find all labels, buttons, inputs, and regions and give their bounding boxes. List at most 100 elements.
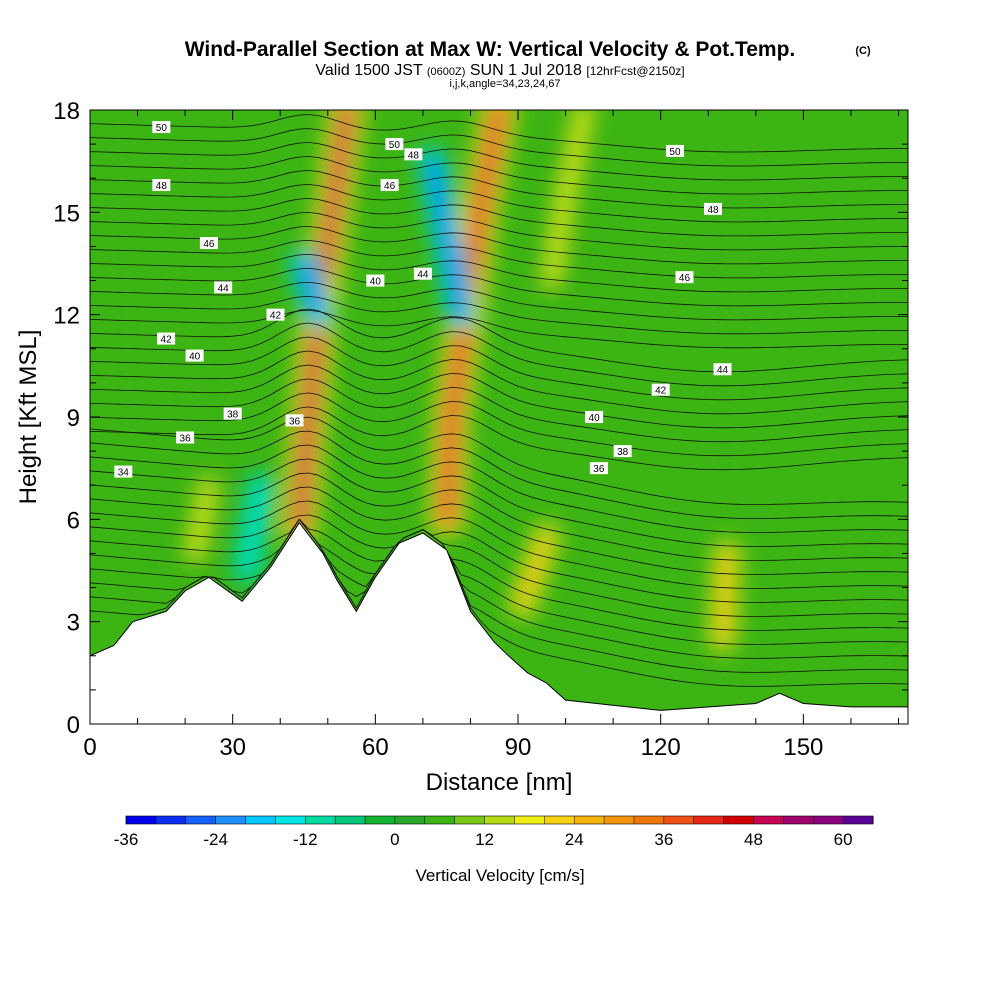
colorbar: -36 -24 -12 0 12 24 36 48 60 [114,815,874,849]
theta-contour [90,322,908,387]
colorbar-swatch [484,816,515,824]
y-tick-label: 6 [67,507,80,534]
theta-contour [90,472,908,561]
theta-contour [90,309,908,349]
svg-text:46: 46 [384,181,396,192]
theta-label-44: 44 [413,267,432,281]
colorbar-tick-label: 0 [390,830,399,849]
theta-contour [90,518,908,631]
subtitle-date: SUN 1 Jul 2018 [470,62,582,79]
svg-text:38: 38 [227,410,239,421]
theta-contour [90,518,908,645]
svg-text:44: 44 [417,270,429,281]
velocity-field [177,110,745,656]
colorbar-swatch [514,816,545,824]
chart-title: Wind-Parallel Section at Max W: Vertical… [185,38,796,61]
svg-text:48: 48 [408,150,420,161]
y-tick-label: 9 [67,405,80,432]
colorbar-swatch [633,816,665,824]
colorbar-label: Vertical Velocity [cm/s] [415,866,584,885]
theta-label-42: 42 [651,383,670,397]
colorbar-tick-label: 24 [565,830,584,849]
theta-contour [90,226,908,265]
svg-text:46: 46 [679,273,691,284]
colorbar-swatch [753,816,784,824]
theta-contour [90,156,908,195]
svg-text:42: 42 [161,335,173,346]
theta-contour [90,295,908,335]
theta-label-44: 44 [713,363,732,376]
svg-text:36: 36 [289,416,301,427]
downdraft-core-1-2 [300,259,323,319]
theta-label-42: 42 [266,308,285,322]
svg-text:40: 40 [589,413,601,424]
theta-contour [90,416,908,506]
theta-label-46: 46 [675,271,694,284]
theta-contour [90,281,908,321]
colorbar-tick-label: 48 [744,830,763,849]
theta-contour [90,514,908,603]
x-tick-label: 90 [505,734,532,761]
chart-subtitle: Valid 1500 JST (0600Z) SUN 1 Jul 2018 [1… [315,62,684,79]
theta-label-48: 48 [152,179,171,192]
theta-label-34: 34 [114,465,133,479]
theta-contour [90,518,908,617]
svg-text:42: 42 [270,311,282,322]
updraft-core-8-3 [719,550,731,642]
theta-label-48: 48 [404,148,423,161]
x-tick-label: 60 [362,734,389,761]
colorbar-swatch [126,816,157,824]
theta-contour [90,114,908,153]
colorbar-swatch [783,816,814,824]
theta-contour [90,308,908,373]
theta-contour [90,198,908,237]
y-axis-label: Height [Kft MSL] [15,330,42,505]
x-tick-label: 0 [83,734,96,761]
y-tick-label: 0 [67,712,80,739]
colorbar-tick-label: -24 [203,830,228,849]
colorbar-swatch [813,816,844,824]
theta-contour [90,458,908,547]
colorbar-swatch [454,816,486,824]
theta-contour [90,378,908,443]
theta-contour [90,170,908,209]
svg-text:42: 42 [655,386,667,397]
theta-label-48: 48 [704,202,723,216]
theta-label-50: 50 [152,121,171,134]
theta-label-38: 38 [613,445,632,458]
theta-contour [90,392,908,457]
colorbar-swatch [693,816,725,824]
y-tick-label: 18 [53,98,80,125]
theta-label-36: 36 [176,431,195,444]
svg-text:50: 50 [389,140,401,151]
theta-label-38: 38 [223,407,242,421]
colorbar-swatch [424,816,456,824]
theta-label-44: 44 [214,281,233,294]
colorbar-swatch [305,816,336,824]
colorbar-swatch [604,816,635,824]
colorbar-swatch [335,816,366,824]
theta-label-46: 46 [199,237,218,250]
svg-text:40: 40 [189,352,201,363]
theta-contour [90,212,908,251]
chart-title-mark: (C) [855,45,871,57]
contour-labels: 34 36 38 36 40 42 44 46 48 50 42 40 46 48 50 44 40 36 38 42… [114,121,732,479]
theta-contour [90,430,908,519]
colorbar-swatch [215,816,247,824]
y-tick-label: 3 [67,610,80,637]
colorbar-tick-label: 60 [834,830,853,849]
theta-contour [90,253,908,293]
svg-text:34: 34 [118,468,130,479]
chart-subtitle-indices: i,j,k,angle=34,23,24,67 [449,78,560,90]
x-tick-label: 150 [783,734,823,761]
potential-temperature-contours [90,114,908,687]
theta-label-50: 50 [385,138,404,151]
colorbar-swatch [843,816,874,824]
colorbar-swatch [185,816,217,824]
theta-contour [90,444,908,533]
theta-label-40: 40 [185,349,204,363]
svg-text:46: 46 [203,239,215,250]
theta-contour [90,518,908,659]
colorbar-tick-label: -36 [114,830,139,849]
